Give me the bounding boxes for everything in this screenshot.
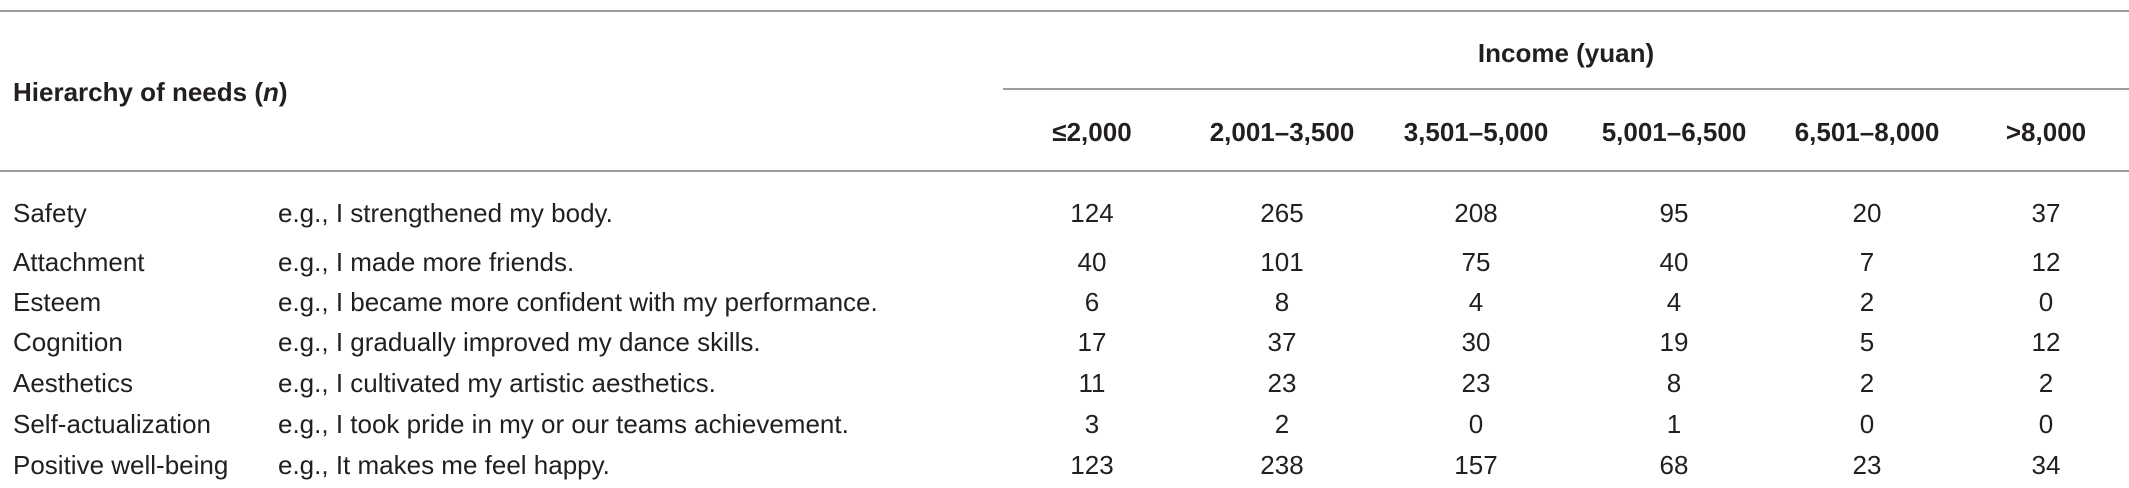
count-cell: 6 (1084, 287, 1100, 317)
income-column-header: 2,001–3,500 (1209, 117, 1355, 147)
count-cell: 37 (1267, 327, 1297, 357)
income-column-header: 5,001–6,500 (1601, 117, 1747, 147)
table-row: Self-actualization e.g., I took pride in… (0, 409, 2129, 439)
count-cell: 2 (1859, 368, 1875, 398)
need-label: Aesthetics (13, 368, 133, 398)
need-label: Self-actualization (13, 409, 211, 439)
count-cell: 34 (2031, 450, 2061, 480)
count-cell: 11 (1078, 368, 1106, 398)
example-text: e.g., I made more friends. (278, 247, 575, 277)
table-row: Safety e.g., I strengthened my body. 124… (0, 198, 2129, 228)
income-column-header: >8,000 (2005, 117, 2087, 147)
table-row: Attachment e.g., I made more friends. 40… (0, 247, 2129, 277)
income-header: Income (yuan) (1477, 38, 1655, 68)
count-cell: 20 (1852, 198, 1882, 228)
count-cell: 265 (1260, 198, 1304, 228)
count-cell: 23 (1852, 450, 1882, 480)
count-cell: 0 (1468, 409, 1484, 439)
count-cell: 123 (1070, 450, 1114, 480)
example-text: e.g., It makes me feel happy. (278, 450, 610, 480)
table-row: Positive well-being e.g., It makes me fe… (0, 450, 2129, 480)
count-cell: 75 (1461, 247, 1491, 277)
count-cell: 8 (1666, 368, 1682, 398)
count-cell: 124 (1070, 198, 1114, 228)
example-text: e.g., I took pride in my or our teams ac… (278, 409, 849, 439)
count-cell: 101 (1260, 247, 1304, 277)
income-header-rule (1003, 88, 2129, 90)
count-cell: 23 (1267, 368, 1297, 398)
count-cell: 7 (1859, 247, 1875, 277)
income-column-header: ≤2,000 (1052, 117, 1132, 147)
count-cell: 208 (1454, 198, 1498, 228)
example-text: e.g., I strengthened my body. (278, 198, 613, 228)
count-cell: 5 (1859, 327, 1875, 357)
count-cell: 95 (1659, 198, 1689, 228)
table-row: Esteem e.g., I became more confident wit… (0, 287, 2129, 317)
count-cell: 8 (1274, 287, 1290, 317)
count-cell: 17 (1077, 327, 1107, 357)
table-row: Cognition e.g., I gradually improved my … (0, 327, 2129, 357)
example-text: e.g., I gradually improved my dance skil… (278, 327, 761, 357)
example-text: e.g., I cultivated my artistic aesthetic… (278, 368, 716, 398)
count-cell: 30 (1461, 327, 1491, 357)
stub-header-n: n (262, 77, 279, 107)
count-cell: 2 (2038, 368, 2054, 398)
income-column-header: 6,501–8,000 (1794, 117, 1940, 147)
count-cell: 19 (1659, 327, 1689, 357)
need-label: Cognition (13, 327, 123, 357)
need-label: Safety (13, 198, 87, 228)
count-cell: 0 (1859, 409, 1875, 439)
example-text: e.g., I became more confident with my pe… (278, 287, 878, 317)
stub-header: Hierarchy of needs (n) (13, 77, 288, 107)
count-cell: 4 (1666, 287, 1682, 317)
need-label: Attachment (13, 247, 145, 277)
need-label: Esteem (13, 287, 102, 317)
count-cell: 40 (1659, 247, 1689, 277)
count-cell: 2 (1274, 409, 1290, 439)
count-cell: 0 (2038, 409, 2054, 439)
count-cell: 37 (2031, 198, 2061, 228)
count-cell: 12 (2031, 247, 2061, 277)
count-cell: 1 (1666, 409, 1682, 439)
stub-header-label: Hierarchy of needs (13, 77, 248, 107)
count-cell: 40 (1077, 247, 1107, 277)
count-cell: 4 (1468, 287, 1484, 317)
count-cell: 238 (1260, 450, 1304, 480)
income-column-header: 3,501–5,000 (1403, 117, 1549, 147)
header-bottom-rule (0, 170, 2129, 172)
table-row: Aesthetics e.g., I cultivated my artisti… (0, 368, 2129, 398)
need-label: Positive well-being (13, 450, 229, 480)
count-cell: 68 (1659, 450, 1689, 480)
count-cell: 2 (1859, 287, 1875, 317)
count-cell: 3 (1084, 409, 1100, 439)
count-cell: 23 (1461, 368, 1491, 398)
table-top-rule (0, 10, 2129, 12)
count-cell: 0 (2038, 287, 2054, 317)
count-cell: 12 (2031, 327, 2061, 357)
count-cell: 157 (1454, 450, 1498, 480)
